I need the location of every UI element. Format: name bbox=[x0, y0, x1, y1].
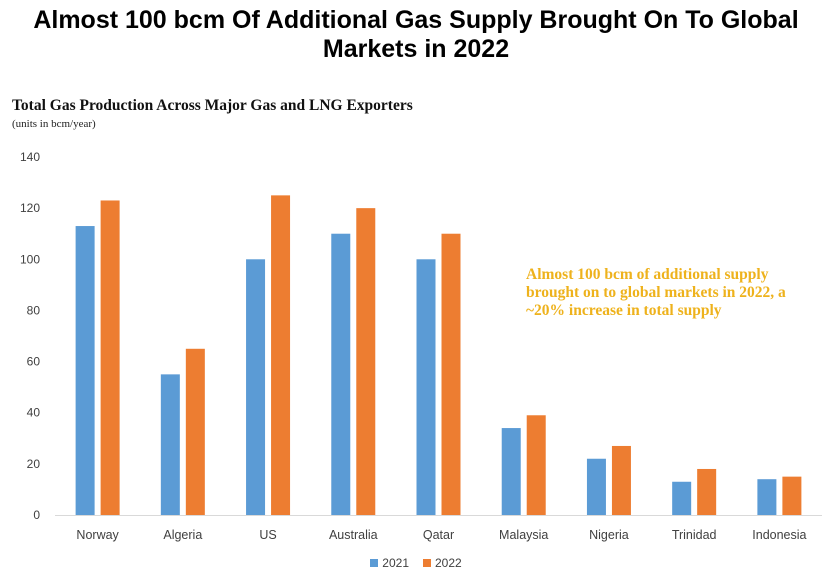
legend-label-2022: 2022 bbox=[435, 556, 462, 570]
bar-norway-2021 bbox=[75, 226, 95, 516]
legend-item-2022: 2022 bbox=[423, 556, 462, 570]
legend: 2021 2022 bbox=[0, 556, 832, 570]
bar-australia-2021 bbox=[331, 233, 351, 515]
bar-us-2022 bbox=[271, 195, 291, 515]
bar-indonesia-2021 bbox=[757, 479, 777, 515]
legend-label-2021: 2021 bbox=[382, 556, 409, 570]
bar-us-2021 bbox=[246, 259, 266, 515]
x-tick-label-norway: Norway bbox=[76, 528, 119, 542]
y-tick-label-140: 140 bbox=[20, 150, 40, 164]
bar-nigeria-2021 bbox=[586, 458, 606, 515]
chart-subtitle: (units in bcm/year) bbox=[12, 118, 96, 130]
y-tick-label-60: 60 bbox=[27, 355, 41, 369]
y-tick-label-80: 80 bbox=[27, 303, 41, 317]
bar-trinidad-2022 bbox=[697, 468, 717, 515]
x-tick-label-us: US bbox=[259, 528, 276, 542]
legend-swatch-2022 bbox=[423, 559, 431, 567]
bar-malaysia-2022 bbox=[526, 415, 546, 515]
x-tick-label-qatar: Qatar bbox=[423, 528, 454, 542]
bar-malaysia-2021 bbox=[501, 428, 521, 515]
chart-title: Total Gas Production Across Major Gas an… bbox=[12, 97, 413, 114]
bar-trinidad-2021 bbox=[672, 481, 692, 515]
x-tick-label-australia: Australia bbox=[329, 528, 378, 542]
bar-algeria-2022 bbox=[185, 348, 205, 515]
bar-norway-2022 bbox=[100, 200, 120, 515]
page-title: Almost 100 bcm Of Additional Gas Supply … bbox=[33, 6, 799, 63]
bar-nigeria-2022 bbox=[611, 445, 631, 515]
bar-qatar-2022 bbox=[441, 233, 461, 515]
x-tick-label-nigeria: Nigeria bbox=[589, 528, 629, 542]
y-tick-label-100: 100 bbox=[20, 252, 40, 266]
y-tick-label-40: 40 bbox=[27, 406, 41, 420]
bar-qatar-2021 bbox=[416, 259, 436, 515]
y-tick-label-20: 20 bbox=[27, 457, 41, 471]
chart-annotation: Almost 100 bcm of additional supply brou… bbox=[526, 266, 786, 319]
x-tick-label-malaysia: Malaysia bbox=[499, 528, 548, 542]
legend-swatch-2021 bbox=[370, 559, 379, 567]
bar-algeria-2021 bbox=[160, 374, 180, 515]
x-tick-label-trinidad: Trinidad bbox=[672, 528, 717, 542]
legend-item-2021: 2021 bbox=[370, 556, 409, 570]
y-tick-label-0: 0 bbox=[33, 508, 40, 522]
x-tick-label-algeria: Algeria bbox=[163, 528, 202, 542]
x-tick-label-indonesia: Indonesia bbox=[752, 528, 806, 542]
bar-australia-2022 bbox=[356, 208, 376, 515]
bar-indonesia-2022 bbox=[782, 476, 802, 515]
y-tick-label-120: 120 bbox=[20, 201, 40, 215]
